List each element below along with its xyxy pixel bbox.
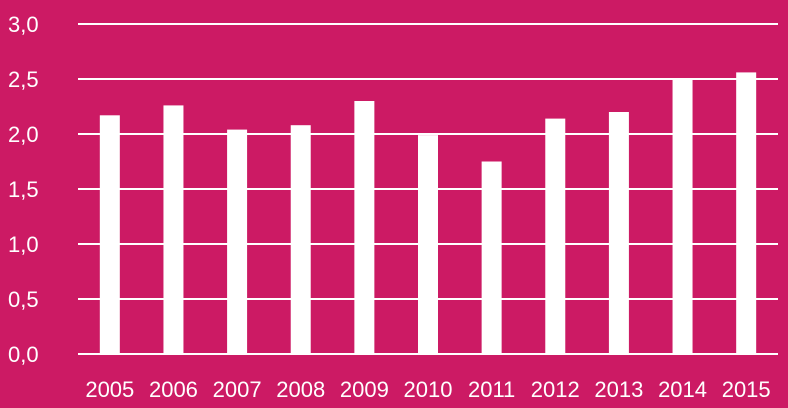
x-tick-label: 2011 [468, 377, 515, 402]
x-tick-label: 2014 [658, 377, 707, 402]
y-tick-label: 0,0 [8, 342, 39, 367]
bar-2014 [672, 79, 693, 354]
x-tick-label: 2006 [149, 377, 198, 402]
x-tick-label: 2010 [404, 377, 453, 402]
y-tick-label: 2,5 [8, 67, 39, 92]
y-axis-tick-labels: 0,0 0,5 1,0 1,5 2,0 2,5 3,0 [8, 12, 39, 367]
x-tick-label: 2012 [531, 377, 580, 402]
y-tick-label: 1,5 [8, 177, 39, 202]
bar-2011 [481, 161, 502, 354]
y-tick-label: 2,0 [8, 122, 39, 147]
x-tick-label: 2008 [276, 377, 325, 402]
bar-2010 [418, 135, 438, 354]
x-tick-label: 2007 [213, 377, 262, 402]
bar-2013 [608, 112, 629, 354]
y-tick-label: 1,0 [8, 232, 39, 257]
x-tick-label: 2005 [85, 377, 134, 402]
x-axis-tick-labels: 2005 2006 2007 2008 2009 2010 2011 2012 2013 2014… [85, 377, 770, 402]
bar-2008 [290, 125, 311, 354]
x-tick-label: 2013 [594, 377, 643, 402]
bar-2009 [354, 101, 375, 354]
bar-2012 [545, 118, 566, 354]
bars [99, 72, 757, 355]
x-tick-label: 2015 [722, 377, 771, 402]
bar-2007 [227, 129, 248, 354]
y-tick-label: 3,0 [8, 12, 39, 37]
x-tick-label: 2009 [340, 377, 389, 402]
bar-2005 [99, 115, 120, 354]
bar-2006 [163, 105, 184, 355]
bar-2015 [736, 72, 757, 355]
y-tick-label: 0,5 [8, 287, 39, 312]
